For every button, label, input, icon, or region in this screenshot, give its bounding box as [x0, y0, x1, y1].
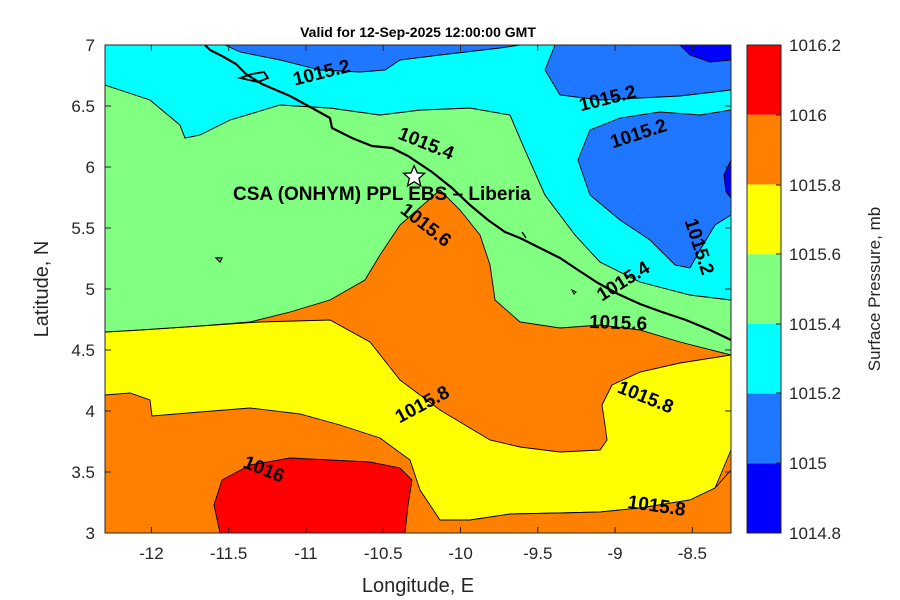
pressure-band-1014.8-b: [723, 159, 731, 199]
colorbar-tick-label: 1015.2: [789, 384, 841, 403]
x-axis-label: Longitude, E: [362, 575, 474, 597]
coast-inlet: [214, 257, 223, 264]
colorbar-segment: [747, 114, 781, 185]
colorbar-tick-label: 1015.4: [789, 315, 841, 334]
star-icon: [402, 164, 427, 188]
y-axis-label: Latitude, N: [31, 241, 53, 338]
colorbar-segment: [747, 45, 781, 115]
y-tick-label: 4.5: [71, 341, 95, 360]
y-tick-label: 6.5: [71, 97, 95, 116]
pressure-band-1015-topright: [544, 45, 731, 101]
coast-small: [570, 288, 577, 295]
colorbar-frame: [746, 44, 782, 534]
colorbar-segment: [747, 393, 781, 464]
y-tick-label: 4: [86, 402, 95, 421]
coast-inlet2: [521, 231, 527, 239]
x-tick-label: -9: [608, 544, 623, 563]
contour-label-text: 1015.6: [589, 312, 648, 335]
colorbar-segment: [747, 184, 781, 255]
pressure-band-1016: [213, 457, 413, 533]
y-tick-label: 3: [86, 524, 95, 543]
y-tick-label: 6: [86, 158, 95, 177]
x-tick-label: -11.5: [210, 544, 248, 563]
y-axis: 3 3.5 4 4.5 5 5.5 6 6.5 7: [71, 36, 731, 543]
colorbar-tick-label: 1015.6: [789, 245, 841, 264]
colorbar-tick-label: 1014.8: [789, 524, 841, 543]
contour-label: 1015.6: [589, 312, 648, 335]
colorbar-label: Surface Pressure, mb: [865, 207, 884, 371]
y-tick-label: 5: [86, 280, 95, 299]
x-tick-label: -10: [448, 544, 473, 563]
colorbar-segment: [747, 323, 781, 394]
colorbar-tick-label: 1015: [789, 454, 827, 473]
y-tick-label: 7: [86, 36, 95, 55]
pressure-band-1015-top: [224, 45, 521, 73]
y-tick-label: 5.5: [71, 219, 95, 238]
coast-island: [236, 71, 270, 83]
x-tick-label: -12: [139, 544, 164, 563]
site-label: CSA (ONHYM) PPL EBS – Liberia: [233, 184, 531, 205]
x-tick-label: -11: [294, 544, 317, 563]
colorbar-segment: [747, 254, 781, 324]
x-tick-label: -10.5: [364, 544, 403, 563]
chart-title: Valid for 12-Sep-2025 12:00:00 GMT: [300, 24, 536, 40]
colorbar-tick-label: 1016: [789, 106, 827, 125]
y-tick-label: 3.5: [71, 463, 95, 482]
x-axis: -12 -11.5 -11 -10.5 -10 -9.5 -9 -8.5: [139, 45, 707, 563]
colorbar-tick-label: 1016.2: [789, 36, 841, 55]
colorbar-tick-label: 1015.8: [789, 176, 841, 195]
map-area: [105, 45, 731, 533]
site-marker-group: CSA (ONHYM) PPL EBS – Liberia: [233, 164, 531, 205]
x-tick-label: -8.5: [678, 544, 707, 563]
colorbar: 1016.2 1016 1015.8 1015.6 1015.4 1015.2 1015 10…: [746, 36, 841, 543]
pressure-band-1015.2: [105, 45, 731, 301]
x-tick-label: -9.5: [523, 544, 552, 563]
colorbar-segment: [747, 463, 781, 533]
coastline: [204, 45, 731, 341]
pressure-band-1015-right: [577, 109, 731, 269]
